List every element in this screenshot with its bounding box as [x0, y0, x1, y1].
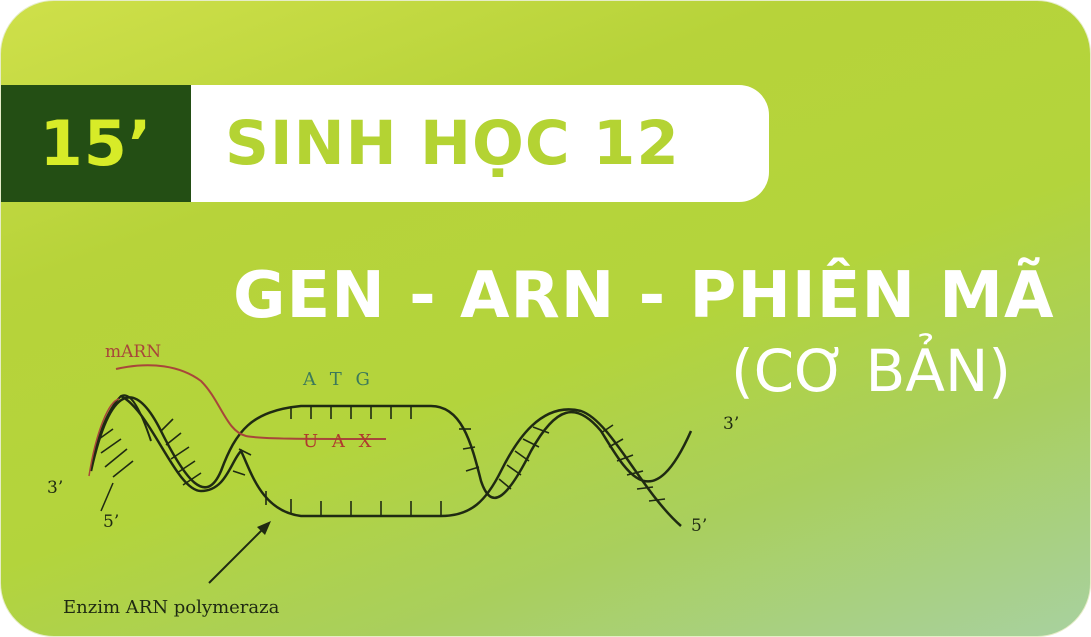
- end-3-left: 3’: [47, 478, 63, 498]
- right-base-pairs: [498, 424, 666, 502]
- dna-left-twist: [90, 394, 152, 472]
- dna-strand-2: [120, 394, 682, 527]
- transcription-diagram: mARN A T G U A X 3’ 5’ 3’ 5’ Enzim ARN p…: [47, 342, 739, 618]
- label-pointer: [100, 482, 114, 512]
- lesson-title: GEN - ARN - PHIÊN MÃ: [233, 259, 1055, 333]
- dna-strand-1: [89, 396, 693, 500]
- subject-title: SINH HỌC 12: [225, 108, 680, 179]
- end-5-left: 5’: [103, 512, 119, 532]
- mrna-label: mARN: [105, 342, 161, 362]
- mrna-strand: [115, 364, 387, 440]
- lesson-subtitle: (CƠ BẢN): [731, 337, 1012, 405]
- bubble-top-ticks: [290, 406, 412, 419]
- arrow-head: [257, 521, 271, 535]
- enzyme-arrow: [208, 524, 268, 584]
- badge-background: [1, 85, 191, 202]
- bubble-bottom-ticks: [232, 428, 480, 515]
- mrna-left-tail: [88, 398, 120, 477]
- end-3-right: 3’: [723, 414, 739, 434]
- end-5-right: 5’: [691, 516, 707, 536]
- top-bases-label: A T G: [302, 369, 374, 390]
- duration-badge: 15’: [39, 107, 153, 180]
- bottom-bases-label: U A X: [303, 431, 375, 452]
- enzyme-label: Enzim ARN polymeraza: [63, 597, 280, 618]
- left-base-pairs: [98, 418, 202, 486]
- subject-banner: [191, 85, 769, 202]
